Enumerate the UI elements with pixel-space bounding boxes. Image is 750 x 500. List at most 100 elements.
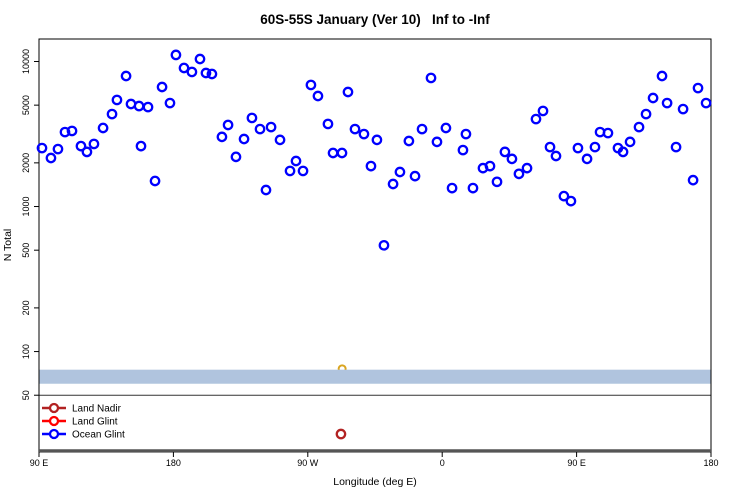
ocean-glint-point	[544, 141, 556, 153]
ocean-glint-point	[135, 140, 147, 152]
ocean-glint-point	[687, 174, 699, 186]
ocean-glint-point	[506, 153, 518, 165]
ocean-glint-point	[387, 178, 399, 190]
chart-title: 60S-55S January (Ver 10) Inf to -Inf	[260, 12, 490, 27]
ocean-glint-point	[260, 184, 272, 196]
x-tick-label: 0	[440, 458, 445, 468]
ocean-glint-point	[336, 147, 348, 159]
y-tick-label: 10000	[21, 49, 31, 74]
ocean-glint-point	[521, 162, 533, 174]
ocean-glint-point	[66, 125, 78, 137]
legend-item-ocean-glint-label: Ocean Glint	[72, 430, 125, 441]
ocean-glint-point	[111, 94, 123, 106]
ocean-glint-point	[378, 239, 390, 251]
ocean-glint-point	[178, 62, 190, 74]
ocean-glint-point	[327, 147, 339, 159]
ocean-glint-point	[297, 165, 309, 177]
ocean-glint-point	[206, 68, 218, 80]
legend-item-land-glint-label: Land Glint	[72, 417, 118, 428]
ocean-glint-point	[170, 49, 182, 61]
legend-item-land-nadir-marker	[48, 402, 60, 414]
legend-item-ocean-glint-marker	[48, 428, 60, 440]
y-axis-title: N Total	[2, 229, 14, 262]
ocean-glint-point	[230, 151, 242, 163]
legend-item-land-nadir-label: Land Nadir	[72, 404, 122, 415]
ocean-glint-point	[581, 153, 593, 165]
ocean-glint-point	[550, 150, 562, 162]
x-tick-label: 180	[703, 458, 718, 468]
y-tick-label: 5000	[21, 95, 31, 115]
ocean-glint-point	[617, 146, 629, 158]
ocean-glint-point	[624, 136, 636, 148]
ocean-glint-point	[45, 152, 57, 164]
ocean-glint-point	[440, 122, 452, 134]
ocean-glint-point	[394, 166, 406, 178]
ocean-glint-point	[81, 146, 93, 158]
ocean-glint-point	[186, 66, 198, 78]
ocean-glint-point	[342, 86, 354, 98]
ocean-glint-point	[700, 97, 712, 109]
x-axis-title: Longitude (deg E)	[333, 476, 416, 488]
ocean-glint-point	[403, 135, 415, 147]
ocean-glint-point	[530, 113, 542, 125]
ocean-glint-point	[156, 81, 168, 93]
x-tick-label: 90 E	[30, 458, 49, 468]
ocean-glint-point	[97, 122, 109, 134]
ocean-glint-point	[200, 67, 212, 79]
ocean-glint-point	[164, 97, 176, 109]
ocean-glint-point	[142, 101, 154, 113]
ocean-glint-point	[358, 128, 370, 140]
y-tick-label: 100	[21, 344, 31, 359]
ocean-glint-point	[409, 170, 421, 182]
ocean-glint-point	[661, 97, 673, 109]
ocean-glint-point	[371, 134, 383, 146]
ocean-glint-point	[265, 121, 277, 133]
ocean-glint-point	[499, 146, 511, 158]
ocean-glint-point	[274, 134, 286, 146]
ocean-glint-point	[222, 119, 234, 131]
ocean-glint-point	[52, 143, 64, 155]
y-tick-label: 500	[21, 243, 31, 258]
ocean-glint-point	[602, 127, 614, 139]
ocean-glint-point	[640, 108, 652, 120]
ocean-glint-point	[133, 100, 145, 112]
ocean-glint-point	[238, 133, 250, 145]
ocean-glint-point	[149, 175, 161, 187]
ocean-glint-point	[365, 160, 377, 172]
ocean-glint-point	[75, 140, 87, 152]
ocean-glint-point	[106, 108, 118, 120]
ocean-glint-point	[431, 136, 443, 148]
y-tick-label: 50	[21, 390, 31, 400]
ocean-glint-point	[633, 121, 645, 133]
ocean-glint-point	[647, 92, 659, 104]
land-nadir-point	[335, 428, 347, 440]
ocean-glint-point	[290, 155, 302, 167]
ocean-glint-point	[589, 141, 601, 153]
ocean-glint-point	[572, 142, 584, 154]
ocean-glint-point	[460, 128, 472, 140]
ocean-glint-point	[246, 112, 258, 124]
ocean-glint-point	[446, 182, 458, 194]
legend-item-land-glint-marker	[48, 415, 60, 427]
ocean-glint-point	[467, 182, 479, 194]
ocean-glint-point	[537, 105, 549, 117]
ocean-glint-point	[416, 123, 428, 135]
ocean-glint-point	[216, 131, 228, 143]
y-tick-label: 2000	[21, 153, 31, 173]
ocean-glint-point	[656, 70, 668, 82]
ocean-glint-point	[194, 53, 206, 65]
ocean-glint-point	[425, 72, 437, 84]
ocean-glint-point	[305, 79, 317, 91]
ocean-glint-point	[457, 144, 469, 156]
ocean-glint-point	[312, 90, 324, 102]
ocean-glint-point	[120, 70, 132, 82]
ocean-glint-point	[670, 141, 682, 153]
ocean-glint-point	[692, 82, 704, 94]
shaded-band	[39, 369, 711, 384]
ocean-glint-point	[677, 103, 689, 115]
ocean-glint-point	[491, 176, 503, 188]
x-tick-label: 90 E	[567, 458, 586, 468]
ocean-glint-point	[513, 168, 525, 180]
ocean-glint-point	[88, 138, 100, 150]
